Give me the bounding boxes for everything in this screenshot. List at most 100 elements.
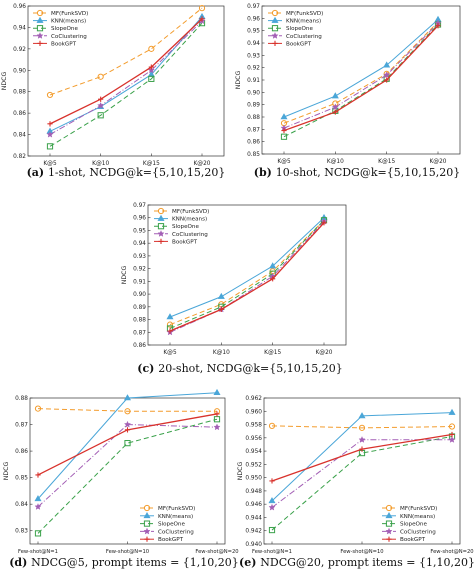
- data-point: [166, 313, 174, 320]
- x-tick-label: K@5: [43, 161, 57, 167]
- plot-frame: [261, 5, 461, 155]
- y-tick-label: 0.958: [245, 423, 262, 429]
- data-point: [97, 73, 104, 80]
- data-point: [218, 306, 224, 312]
- plot-frame: [263, 397, 461, 545]
- y-tick-label: 0.86: [15, 449, 28, 455]
- y-tick-label: 0.92: [13, 47, 26, 53]
- legend-marker: [385, 520, 393, 527]
- legend-marker: [143, 511, 151, 519]
- data-point: [148, 75, 155, 82]
- y-tick-label: 0.94: [247, 41, 260, 47]
- data-point: [332, 109, 338, 115]
- y-tick-label: 0.86: [247, 140, 260, 146]
- legend-label: MF(FunkSVD): [51, 11, 88, 17]
- legend-label: MF(FunkSVD): [286, 11, 323, 17]
- legend-marker: [37, 40, 43, 46]
- y-tick-label: 0.948: [245, 489, 262, 495]
- y-tick-label: 0.87: [15, 423, 28, 429]
- legend-marker: [143, 504, 151, 512]
- y-tick-label: 0.952: [245, 462, 262, 468]
- data-point: [448, 436, 456, 443]
- series-line-slopeone: [271, 435, 453, 531]
- legend-label: KNN(means): [158, 514, 193, 520]
- data-point: [435, 23, 441, 29]
- y-tick-label: 0.91: [133, 279, 146, 285]
- legend-label: MF(FunkSVD): [172, 209, 209, 215]
- legend-label: KNN(means): [286, 19, 321, 25]
- series-line-knn-means-: [169, 217, 325, 318]
- legend: MF(FunkSVD) KNN(means)SlopeOne CoClusterin…: [268, 9, 323, 47]
- x-tick-label: Few-shot@N=1: [252, 549, 292, 555]
- caption: (e) NDCG@20, prompt items = {1,10,20}: [239, 556, 474, 569]
- x-tick-label: K@15: [264, 350, 281, 356]
- caption: (a) 1-shot, NCDG@k={5,10,15,20}: [27, 166, 226, 179]
- data-point: [198, 5, 206, 12]
- y-tick-label: 0.88: [247, 115, 260, 121]
- data-point: [383, 71, 391, 79]
- data-point: [199, 16, 205, 22]
- y-tick-label: 0.83: [15, 529, 28, 535]
- legend-marker: [158, 238, 164, 244]
- legend-label: CoClustering: [158, 529, 194, 535]
- y-tick-label: 0.82: [13, 154, 26, 160]
- y-axis-label: NDCG: [121, 266, 128, 285]
- caption-letter: (a): [27, 166, 48, 179]
- series-line-slopeone: [169, 219, 325, 329]
- legend-label: CoClustering: [172, 232, 208, 238]
- caption-text: NDCG@5, prompt items = {1,10,20}: [31, 556, 239, 569]
- data-point: [124, 427, 131, 433]
- data-point: [97, 112, 104, 119]
- data-point: [331, 92, 339, 99]
- y-tick-label: 0.90: [133, 292, 146, 298]
- legend-label: KNN(means): [172, 217, 207, 223]
- caption-letter: (d): [9, 556, 31, 569]
- data-point: [270, 276, 276, 282]
- y-tick-label: 0.96: [247, 16, 260, 22]
- y-tick-label: 0.97: [247, 4, 260, 10]
- legend-marker: [157, 214, 165, 221]
- x-tick-label: K@10: [213, 350, 230, 356]
- data-point: [280, 113, 288, 120]
- data-point: [384, 77, 390, 83]
- data-point: [217, 292, 225, 299]
- legend-marker: [157, 223, 165, 230]
- legend-marker: [272, 40, 278, 46]
- legend-marker: [36, 32, 44, 39]
- data-point: [123, 394, 132, 401]
- data-point: [358, 424, 366, 431]
- y-tick-label: 0.89: [247, 103, 260, 109]
- data-point: [448, 408, 456, 415]
- caption-letter: (c): [137, 362, 158, 375]
- series-line-mf-funksvd-: [271, 425, 453, 429]
- y-tick-label: 0.962: [245, 396, 262, 402]
- legend-marker: [271, 16, 279, 23]
- series-line-slopeone: [283, 24, 439, 138]
- y-tick-label: 0.89: [133, 305, 146, 311]
- data-point: [358, 412, 366, 419]
- data-point: [331, 103, 339, 111]
- y-tick-label: 0.88: [15, 396, 28, 402]
- series-line-coclustering: [49, 20, 203, 136]
- caption: (b) 10-shot, NCDG@k={5,10,15,20}: [254, 166, 460, 179]
- y-tick-label: 0.94: [13, 25, 26, 31]
- legend-marker: [143, 520, 151, 527]
- legend-marker: [271, 9, 279, 17]
- y-axis-label: NDCG: [235, 71, 242, 90]
- data-point: [148, 45, 155, 52]
- legend-label: BookGPT: [172, 239, 198, 245]
- x-tick-label: K@15: [143, 161, 160, 167]
- data-point: [268, 497, 276, 504]
- caption-text: 1-shot, NCDG@k={5,10,15,20}: [48, 166, 226, 179]
- y-tick-label: 0.960: [245, 409, 262, 415]
- legend-marker: [385, 504, 393, 512]
- y-tick-label: 0.85: [247, 152, 260, 158]
- x-tick-label: Few-shot@N=10: [340, 549, 383, 555]
- legend-marker: [271, 25, 279, 32]
- legend-marker: [143, 527, 151, 535]
- data-point: [34, 530, 42, 537]
- chart-1: 0.85 0.86 0.87 0.88 0.89 0.90 0.91 0.92 0.93 0.94…: [235, 4, 461, 179]
- data-point: [46, 130, 54, 138]
- y-tick-label: 0.96: [13, 4, 26, 10]
- y-tick-label: 0.85: [15, 476, 28, 482]
